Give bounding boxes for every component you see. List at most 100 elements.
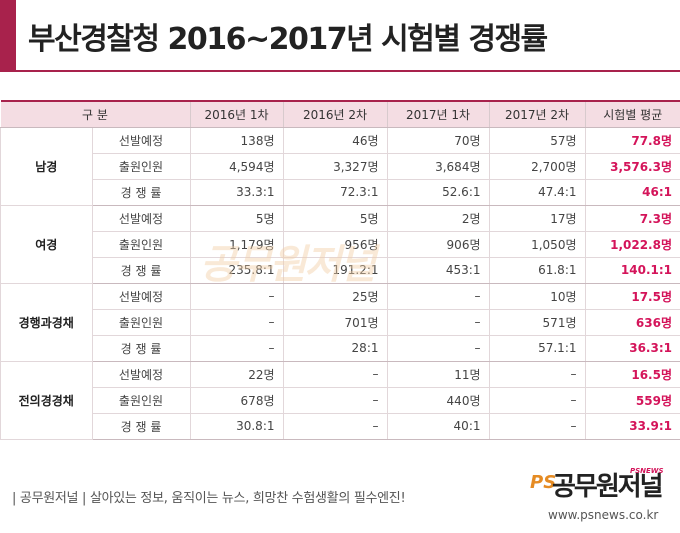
table-cell: 70명 (386, 127, 489, 154)
table-cell: 72.3:1 (282, 179, 387, 206)
row-label: 경 쟁 률 (91, 413, 190, 440)
table-row: 경 쟁 률 –28:1–57.1:1 36.3:1 (1, 335, 680, 362)
table-cell: 52.6:1 (386, 179, 489, 206)
psnews-logo[interactable]: PS 공무원저널 PSNEWS (530, 466, 675, 506)
table-cell: 5명 (282, 205, 387, 232)
average-cell: 140.1:1 (584, 257, 680, 284)
table-cell: 235.8:1 (189, 257, 283, 284)
table-cell: 906명 (386, 231, 489, 258)
table-row: 남경 선발예정 138명 46명 70명 57명 77.8명 (0, 127, 680, 206)
table-cell: 571명 (488, 309, 585, 336)
table-cell: 30.8:1 (189, 413, 283, 440)
row-label: 선발예정 (91, 205, 190, 232)
group-label: 경행과경채 (0, 283, 92, 362)
table-cell: 2,700명 (488, 153, 585, 180)
competition-rate-table: 구 분 2016년 1차 2016년 2차 2017년 1차 2017년 2차 … (0, 100, 680, 440)
header-category: 구 분 (0, 100, 190, 128)
logo-tag: PSNEWS (630, 467, 664, 475)
row-label: 출원인원 (91, 231, 190, 258)
table-cell: 138명 (189, 127, 283, 154)
average-cell: 559명 (584, 387, 680, 414)
header-2017-1: 2017년 1차 (386, 100, 489, 128)
row-label: 경 쟁 률 (91, 179, 190, 206)
table-cell: 22명 (189, 361, 283, 388)
table-row: 여경 선발예정 5명 5명 2명 17명 7.3명 (0, 205, 680, 284)
header-2016-2: 2016년 2차 (282, 100, 387, 128)
table-row: 출원인원 –701명 –571명 636명 (1, 309, 680, 336)
header-2017-2: 2017년 2차 (488, 100, 585, 128)
table-cell: 440명 (386, 387, 489, 414)
logo-ps-mark: PS (530, 472, 557, 493)
table-cell: – (282, 387, 387, 414)
table-cell: – (488, 361, 585, 388)
table-body: 남경 선발예정 138명 46명 70명 57명 77.8명 출원인원 4,594명 3,327명… (0, 127, 680, 440)
table-cell: – (386, 335, 489, 362)
group-label: 전의경경채 (0, 361, 92, 440)
average-cell: 46:1 (584, 179, 680, 206)
average-cell: 16.5명 (584, 361, 680, 388)
table-row: 경행과경채 선발예정 –25명 –10명 17.5명 (0, 283, 680, 362)
table-cell: 47.4:1 (488, 179, 585, 206)
table-cell: – (386, 309, 489, 336)
table-cell: – (282, 413, 387, 440)
table-cell: 25명 (282, 283, 387, 310)
average-cell: 17.5명 (584, 283, 680, 310)
table-header-row: 구 분 2016년 1차 2016년 2차 2017년 1차 2017년 2차 … (0, 100, 680, 128)
table-cell: 28:1 (282, 335, 387, 362)
table-cell: – (189, 283, 283, 310)
row-label: 선발예정 (91, 283, 190, 310)
table-cell: 1,050명 (488, 231, 585, 258)
table-cell: – (189, 335, 283, 362)
table-cell: 46명 (282, 127, 387, 154)
average-cell: 33.9:1 (584, 413, 680, 440)
average-cell: 636명 (584, 309, 680, 336)
average-cell: 3,576.3명 (584, 153, 680, 180)
header-2016-1: 2016년 1차 (189, 100, 283, 128)
table-cell: – (488, 413, 585, 440)
table-cell: 10명 (488, 283, 585, 310)
site-url-link[interactable]: www.psnews.co.kr (548, 508, 659, 522)
row-label: 경 쟁 률 (91, 257, 190, 284)
table-row: 경 쟁 률 33.3:1 72.3:1 52.6:1 47.4:1 46:1 (1, 179, 680, 206)
row-label: 출원인원 (91, 309, 190, 336)
table-cell: 956명 (282, 231, 387, 258)
title-accent-bar (0, 0, 16, 72)
average-cell: 7.3명 (584, 205, 680, 232)
table-cell: 57.1:1 (488, 335, 585, 362)
title-bar: 부산경찰청 2016~2017년 시험별 경쟁률 (0, 0, 680, 72)
average-cell: 1,022.8명 (584, 231, 680, 258)
table-cell: 191.2:1 (282, 257, 387, 284)
table-cell: 1,179명 (189, 231, 283, 258)
table-cell: – (282, 361, 387, 388)
table-cell: 3,684명 (386, 153, 489, 180)
table-cell: 453:1 (386, 257, 489, 284)
table-row: 출원인원 4,594명 3,327명 3,684명 2,700명 3,576.3명 (1, 153, 680, 180)
table-row: 경 쟁 률 235.8:1 191.2:1 453:1 61.8:1 140.1:1 (1, 257, 680, 284)
row-label: 선발예정 (91, 361, 190, 388)
table-cell: 678명 (189, 387, 283, 414)
average-cell: 36.3:1 (584, 335, 680, 362)
group-label: 여경 (0, 205, 92, 284)
average-cell: 77.8명 (584, 127, 680, 154)
page-title: 부산경찰청 2016~2017년 시험별 경쟁률 (28, 22, 548, 57)
row-label: 선발예정 (91, 127, 190, 154)
table-cell: 4,594명 (189, 153, 283, 180)
table-cell: 33.3:1 (189, 179, 283, 206)
table-cell: 57명 (488, 127, 585, 154)
table-cell: 17명 (488, 205, 585, 232)
row-label: 출원인원 (91, 387, 190, 414)
table-cell: – (386, 283, 489, 310)
logo-name: 공무원저널 (552, 472, 664, 502)
table-cell: 11명 (386, 361, 489, 388)
table-cell: 2명 (386, 205, 489, 232)
group-label: 남경 (0, 127, 92, 206)
table-cell: 5명 (189, 205, 283, 232)
table-cell: 701명 (282, 309, 387, 336)
table-row: 출원인원 1,179명 956명 906명 1,050명 1,022.8명 (1, 231, 680, 258)
table-cell: 61.8:1 (488, 257, 585, 284)
table-cell: – (189, 309, 283, 336)
table-cell: – (488, 387, 585, 414)
row-label: 출원인원 (91, 153, 190, 180)
table-cell: 40:1 (386, 413, 489, 440)
footer-slogan: | 공무원저널 | 살아있는 정보, 움직이는 뉴스, 희망찬 수험생활의 필수… (12, 491, 406, 506)
